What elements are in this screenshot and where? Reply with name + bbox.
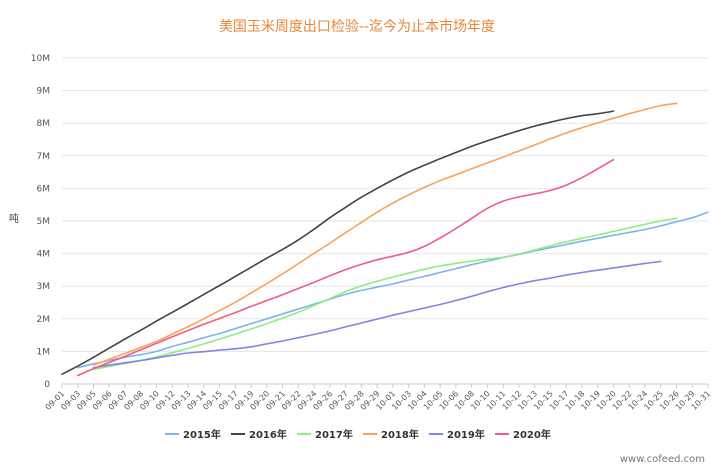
series-line-4: [92, 260, 662, 369]
series-lines: [61, 102, 709, 377]
legend-label: 2017年: [315, 428, 353, 441]
legend: 2015年 2016年 2017年 2018年 2019年 2020年: [165, 428, 551, 441]
series-line-3: [92, 102, 678, 366]
watermark: www.cofeed.com: [620, 454, 705, 465]
series-line-1: [61, 110, 615, 375]
y-axis-ticks: 0 1M 2M 3M 4M 5M 6M 7M 8M 9M 10M: [31, 54, 50, 390]
y-tick-label: 3M: [37, 282, 51, 292]
series-line-2: [92, 217, 678, 371]
y-tick-label: 2M: [37, 315, 51, 325]
legend-label: 2018年: [381, 428, 419, 441]
series-line-0: [77, 211, 709, 369]
y-axis-label: 吨: [9, 212, 19, 225]
series-line-5: [77, 158, 615, 377]
legend-label: 2020年: [513, 428, 551, 441]
x-axis-ticks: 09-0109-0309-0509-0609-0709-0809-1009-12…: [44, 384, 712, 412]
chart-title: 美国玉米周度出口检验--迄今为止本市场年度: [219, 18, 495, 35]
y-tick-label: 7M: [37, 152, 51, 162]
y-tick-label: 6M: [37, 184, 51, 194]
legend-label: 2015年: [183, 428, 221, 441]
y-tick-label: 1M: [37, 347, 51, 357]
y-tick-label: 9M: [37, 87, 51, 97]
y-tick-label: 10M: [31, 54, 50, 64]
y-tick-label: 4M: [37, 250, 51, 260]
legend-label: 2019年: [447, 428, 485, 441]
grid: [62, 57, 708, 385]
y-tick-label: 5M: [37, 217, 51, 227]
legend-label: 2016年: [249, 428, 287, 441]
y-tick-label: 8M: [37, 119, 51, 129]
y-tick-label: 0: [44, 380, 50, 390]
